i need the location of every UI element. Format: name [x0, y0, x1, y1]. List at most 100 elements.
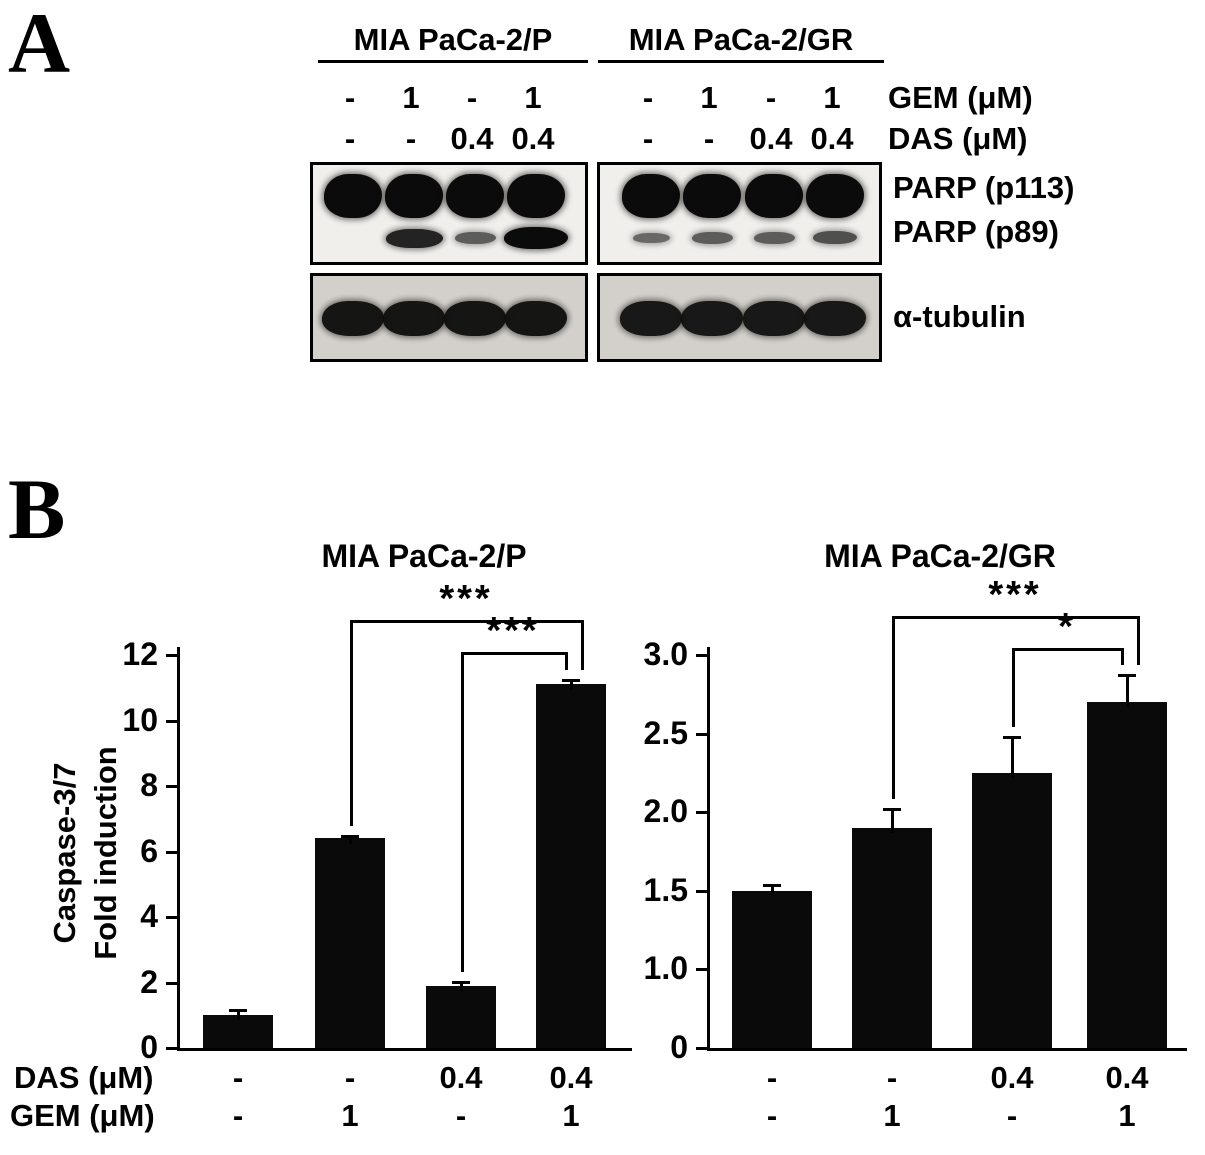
y-tick-label: 1.0: [643, 950, 688, 986]
y-tick-mark: [166, 916, 177, 919]
parp-p89-band: [633, 233, 670, 243]
x-axis: [177, 1048, 632, 1051]
das-dose-value: 0.4: [450, 121, 494, 156]
parp-p113-band: [683, 174, 741, 218]
error-bar-cap: [452, 981, 470, 984]
das-dose-value: -: [344, 121, 356, 156]
sig-bracket-leg: [1012, 648, 1015, 727]
parp-p89-band: [504, 227, 568, 249]
y-tick-label: 2: [140, 964, 158, 1000]
parp-p113-band: [324, 174, 382, 218]
bar: [972, 773, 1052, 1048]
y-tick-label: 12: [122, 636, 158, 672]
error-bar-cap: [1118, 674, 1136, 677]
panel-b-label: B: [8, 461, 66, 557]
tubulin-band: [743, 301, 805, 336]
gem-axis-value: -: [232, 1098, 244, 1133]
das-dose-value: 0.4: [511, 121, 555, 156]
error-bar-line: [570, 680, 573, 690]
sig-bracket-leg: [892, 616, 895, 799]
y-tick-label: 2.0: [643, 793, 688, 829]
y-axis: [177, 647, 180, 1051]
chart-title: MIA PaCa-2/GR: [824, 538, 1056, 574]
das-axis-value: 0.4: [990, 1060, 1034, 1095]
parp-p113-band: [806, 174, 864, 218]
das-axis-value: -: [886, 1060, 898, 1095]
y-tick-mark: [166, 851, 177, 854]
tubulin-band: [383, 301, 445, 336]
y-tick-mark: [166, 785, 177, 788]
tubulin-band: [444, 301, 506, 336]
parp-p113-label: PARP (p113): [893, 170, 1075, 205]
tubulin-band: [804, 301, 866, 336]
error-bar-line: [771, 885, 774, 896]
y-tick-mark: [696, 733, 707, 736]
tubulin-band: [322, 301, 384, 336]
parp-p89-band: [692, 232, 733, 244]
parp-p89-band: [754, 232, 795, 244]
parp-p113-band: [446, 174, 504, 218]
y-tick-label: 1.5: [643, 872, 688, 908]
chart-title: MIA PaCa-2/P: [321, 538, 527, 574]
gem-dose-value: -: [642, 80, 654, 115]
gem-dose-value: 1: [402, 80, 420, 115]
gem-axis-value: 1: [1118, 1098, 1136, 1133]
gem-axis-row-label: GEM (μM): [10, 1098, 155, 1133]
group-title-parental: MIA PaCa-2/P: [353, 22, 553, 57]
sig-bracket-leg: [350, 620, 353, 826]
parp-p89-band: [386, 229, 443, 248]
gem-axis-value: -: [766, 1098, 778, 1133]
error-bar-line: [349, 836, 352, 844]
y-tick-label: 4: [140, 898, 158, 934]
tubulin-band: [681, 301, 743, 336]
das-dose-value: -: [642, 121, 654, 156]
gem-dose-value: -: [466, 80, 478, 115]
error-bar-cap: [1003, 736, 1021, 739]
das-axis-row-label: DAS (μM): [14, 1060, 154, 1095]
gem-dose-value: -: [765, 80, 777, 115]
error-bar-line: [1126, 675, 1129, 707]
x-axis: [707, 1048, 1187, 1051]
das-dose-row-label: DAS (μM): [888, 121, 1028, 156]
y-tick-label: 2.5: [643, 715, 688, 751]
sig-bracket-top: [1012, 648, 1124, 651]
bar: [426, 986, 496, 1048]
y-tick-mark: [166, 654, 177, 657]
sig-bracket-leg: [581, 620, 584, 670]
y-tick-mark: [696, 1047, 707, 1050]
bar: [732, 891, 812, 1048]
y-tick-label: 0: [140, 1029, 158, 1065]
das-axis-value: 0.4: [549, 1060, 593, 1095]
group-underline-parental: [318, 60, 588, 63]
gem-dose-value: 1: [524, 80, 542, 115]
bar: [315, 838, 385, 1048]
das-dose-value: -: [703, 121, 715, 156]
error-bar-line: [460, 982, 463, 991]
parp-p113-band: [622, 174, 680, 218]
alpha-tubulin-label: α-tubulin: [893, 299, 1026, 334]
gem-axis-value: -: [455, 1098, 467, 1133]
bar: [203, 1015, 273, 1048]
sig-bracket-top: [892, 616, 1140, 619]
gem-dose-value: -: [344, 80, 356, 115]
gem-axis-value: 1: [883, 1098, 901, 1133]
sig-bracket-leg: [565, 652, 568, 670]
gem-dose-value: 1: [700, 80, 718, 115]
parp-p113-band: [745, 174, 803, 218]
gem-axis-value: 1: [562, 1098, 580, 1133]
tubulin-blot-box: [310, 273, 588, 362]
sig-bracket-leg: [461, 652, 464, 972]
das-dose-value: 0.4: [749, 121, 793, 156]
y-tick-mark: [166, 720, 177, 723]
y-tick-mark: [696, 890, 707, 893]
parp-p89-band: [455, 232, 496, 244]
error-bar-line: [237, 1010, 240, 1020]
tubulin-band: [620, 301, 682, 336]
group-title-gr: MIA PaCa-2/GR: [628, 22, 854, 57]
das-axis-value: -: [344, 1060, 356, 1095]
y-tick-label: 8: [140, 767, 158, 803]
y-axis: [707, 647, 710, 1051]
das-axis-value: -: [232, 1060, 244, 1095]
das-axis-value: 0.4: [439, 1060, 483, 1095]
